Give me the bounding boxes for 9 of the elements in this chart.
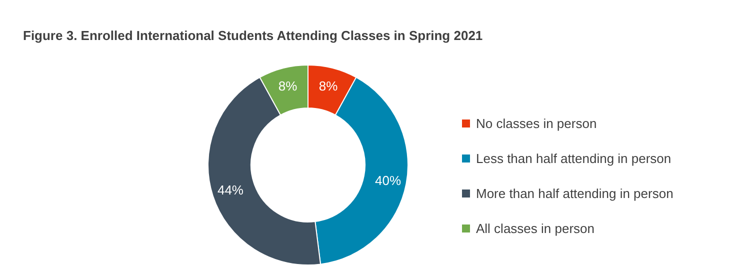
legend-label: More than half attending in person [476, 186, 674, 201]
data-label: 40% [375, 172, 402, 188]
chart-title: Figure 3. Enrolled International Students Attending Classes in Spring 2021 [23, 28, 483, 43]
legend-label: All classes in person [476, 221, 594, 236]
legend-label: Less than half attending in person [476, 151, 672, 166]
data-label: 8% [318, 78, 338, 94]
legend-label: No classes in person [476, 116, 597, 131]
data-label: 8% [278, 78, 298, 94]
data-label: 44% [217, 182, 244, 198]
